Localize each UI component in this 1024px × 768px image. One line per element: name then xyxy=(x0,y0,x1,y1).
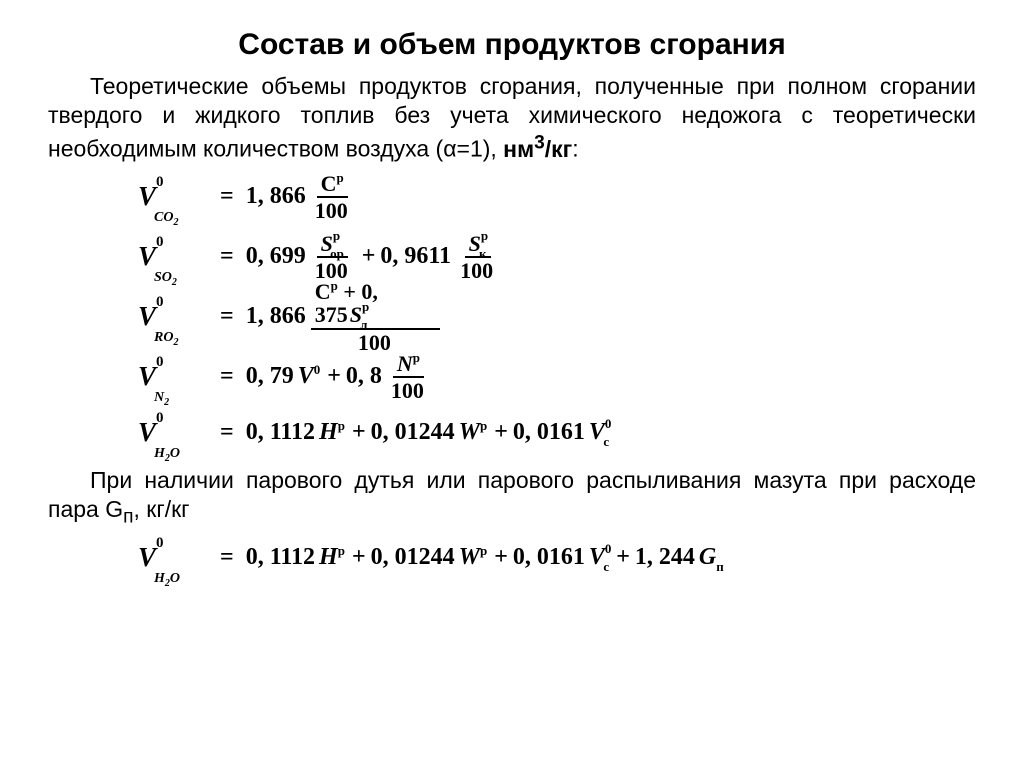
unit-rest: /кг xyxy=(545,136,572,162)
sub-co2: CO2 xyxy=(154,210,178,226)
lhs-h2o-2: V0 H2O xyxy=(138,542,208,573)
lhs-so2: V0 SO2 xyxy=(138,241,208,272)
eq-h2o: V0 H2O = 0, 1112Hр + 0, 01244Wр + 0, 016… xyxy=(138,408,976,458)
rhs-so2: 0, 699 Sрор 100 + 0, 9611 Sрк 100 xyxy=(246,232,502,282)
lhs-ro2: V0 RO2 xyxy=(138,301,208,332)
unit-nm: нм xyxy=(503,136,534,162)
intro-colon: : xyxy=(572,136,578,162)
p2-text2: , кг/кг xyxy=(133,496,189,522)
lhs-h2o: V0 H2O xyxy=(138,417,208,448)
intro-paragraph: Теоретические объемы продуктов сгорания,… xyxy=(48,72,976,164)
eq-h2o-steam: V0 H2O = 0, 1112Hр + 0, 01244Wр + 0, 016… xyxy=(138,533,976,583)
sup-0: 0 xyxy=(156,174,164,191)
coef-1866: 1, 866 xyxy=(246,183,306,210)
equals: = xyxy=(220,183,234,210)
rhs-h2o: 0, 1112Hр + 0, 01244Wр + 0, 0161V0с xyxy=(246,419,612,446)
rhs-co2: 1, 866 Cр 100 xyxy=(246,172,357,222)
lhs-n2: V0 N2 xyxy=(138,361,208,392)
paragraph-2: При наличии парового дутья или парового … xyxy=(48,466,976,531)
eq-co2: V0 CO2 = 1, 866 Cр 100 xyxy=(138,168,976,226)
equation-block-2: V0 H2O = 0, 1112Hр + 0, 01244Wр + 0, 016… xyxy=(138,533,976,583)
sym-V: V xyxy=(138,181,156,212)
rhs-n2: 0, 79V0 + 0, 8 Nр 100 xyxy=(246,352,433,402)
lhs-co2: V0 CO2 xyxy=(138,181,208,212)
p2-sub: п xyxy=(123,507,133,528)
eq-n2: V0 N2 = 0, 79V0 + 0, 8 Nр 100 xyxy=(138,348,976,406)
unit-sup: 3 xyxy=(534,132,545,153)
eq-ro2: V0 RO2 = 1, 866 Cр + 0, 375Sрл 100 xyxy=(138,288,976,346)
equation-block: V0 CO2 = 1, 866 Cр 100 V0 SO2 = 0, 699 S… xyxy=(138,168,976,458)
page-title: Состав и объем продуктов сгорания xyxy=(48,28,976,62)
eq-so2: V0 SO2 = 0, 699 Sрор 100 + 0, 9611 Sрк 1… xyxy=(138,228,976,286)
rhs-ro2: 1, 866 Cр + 0, 375Sрл 100 xyxy=(246,280,443,353)
frac-cp: Cр 100 xyxy=(311,172,354,222)
rhs-h2o-2: 0, 1112Hр + 0, 01244Wр + 0, 0161V0с + 1,… xyxy=(246,544,726,571)
